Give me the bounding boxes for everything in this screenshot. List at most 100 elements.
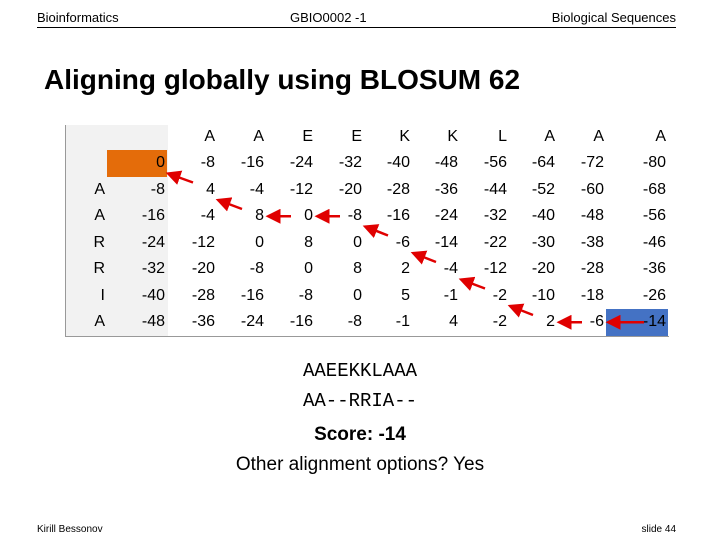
arrow xyxy=(362,224,389,239)
row-header: A xyxy=(94,313,105,330)
alignment-bottom: AA--RRIA-- xyxy=(302,390,418,412)
alignment-question: Other alignment options? Yes xyxy=(235,454,485,475)
matrix-cell: -14 xyxy=(434,233,458,251)
arrow xyxy=(458,276,486,291)
matrix-cell: -12 xyxy=(483,260,507,277)
column-header: A xyxy=(253,127,264,145)
traceback-arrows xyxy=(165,170,644,330)
row-header: R xyxy=(93,260,105,277)
matrix-cell: 8 xyxy=(304,233,313,251)
row-header: R xyxy=(93,233,105,251)
alignment-top: AAEEKKLAAA xyxy=(302,360,418,382)
matrix-cell: -56 xyxy=(642,207,666,224)
matrix-cell: -44 xyxy=(483,180,507,198)
matrix-cell: 0 xyxy=(304,260,313,277)
matrix-cell: -8 xyxy=(347,207,362,224)
matrix-cell: 4 xyxy=(449,313,458,330)
matrix-cell: -48 xyxy=(580,207,604,224)
matrix-cell: -24 xyxy=(434,207,458,224)
column-header: K xyxy=(399,127,410,145)
matrix-cell: -24 xyxy=(141,233,165,251)
matrix-cell: -16 xyxy=(141,207,165,224)
matrix-cell: 5 xyxy=(401,286,410,304)
header-right: Biological Sequences xyxy=(551,10,676,25)
matrix-cell: -38 xyxy=(580,233,604,251)
matrix-cell: -22 xyxy=(483,233,507,251)
matrix-cell: -18 xyxy=(580,286,604,304)
matrix-cell: -8 xyxy=(249,260,264,277)
matrix-cell: -6 xyxy=(589,313,604,330)
matrix-cell: -4 xyxy=(200,207,215,224)
matrix-cell: 0 xyxy=(353,286,362,304)
matrix-cell: -48 xyxy=(434,154,458,171)
matrix-cell: -24 xyxy=(240,313,264,330)
matrix-cell: 4 xyxy=(206,180,215,198)
matrix-cell: -8 xyxy=(150,180,165,198)
matrix-cell: -68 xyxy=(642,180,666,198)
matrix-cell: -1 xyxy=(395,313,410,330)
matrix-cell: -10 xyxy=(531,286,555,304)
matrix-cell: -28 xyxy=(580,260,604,277)
matrix-cell: -36 xyxy=(642,260,666,277)
matrix-cell: -24 xyxy=(289,154,313,171)
matrix-cell: -40 xyxy=(531,207,555,224)
row-header: I xyxy=(100,286,105,304)
matrix-cell: -20 xyxy=(531,260,555,277)
arrow xyxy=(215,197,243,212)
header-center: GBIO0002 -1 xyxy=(290,10,367,25)
matrix-cell: -28 xyxy=(386,180,410,198)
arrow xyxy=(507,303,534,318)
matrix-cell: 2 xyxy=(546,313,555,330)
matrix-cell: -36 xyxy=(434,180,458,198)
column-header: E xyxy=(302,127,313,145)
matrix-cell: -32 xyxy=(483,207,507,224)
header-left: Bioinformatics xyxy=(37,10,119,25)
matrix-cell: -20 xyxy=(338,180,362,198)
matrix-cell: -8 xyxy=(200,154,215,171)
matrix-cell: -40 xyxy=(141,286,165,304)
matrix-cell: -1 xyxy=(443,286,458,304)
matrix-cell: -32 xyxy=(141,260,165,277)
column-header: A xyxy=(544,127,555,145)
matrix-cell: 0 xyxy=(107,150,167,177)
matrix-cell: -16 xyxy=(386,207,410,224)
arrow xyxy=(165,170,194,185)
matrix-cell: 8 xyxy=(255,207,264,224)
matrix-cell: -16 xyxy=(240,154,264,171)
column-header: A xyxy=(593,127,604,145)
column-header: A xyxy=(204,127,215,145)
matrix-cell: -72 xyxy=(580,154,604,171)
alignment-score: Score: -14 xyxy=(314,424,406,445)
footer-author: Kirill Bessonov xyxy=(37,524,103,535)
matrix-cell: -64 xyxy=(531,154,555,171)
column-header: L xyxy=(498,127,507,145)
matrix-cell: -30 xyxy=(531,233,555,251)
matrix-cell: -60 xyxy=(580,180,604,198)
matrix-cell: -16 xyxy=(289,313,313,330)
matrix-cell: -8 xyxy=(347,313,362,330)
matrix-cell: -4 xyxy=(249,180,264,198)
matrix-cell: 0 xyxy=(353,233,362,251)
matrix-cell: -4 xyxy=(443,260,458,277)
matrix-cell: -80 xyxy=(642,154,666,171)
matrix-cell: -2 xyxy=(492,286,507,304)
matrix-cell: -6 xyxy=(395,233,410,251)
matrix-cell: 8 xyxy=(353,260,362,277)
matrix-cell: -40 xyxy=(386,154,410,171)
matrix-cell: -48 xyxy=(141,313,165,330)
matrix-cell: -52 xyxy=(531,180,555,198)
matrix-cell: -8 xyxy=(298,286,313,304)
matrix-cell: 0 xyxy=(255,233,264,251)
matrix-cell: -26 xyxy=(642,286,666,304)
matrix-cell: -12 xyxy=(289,180,313,198)
matrix-cell: -32 xyxy=(338,154,362,171)
matrix-cell: -20 xyxy=(191,260,215,277)
matrix-cell: 2 xyxy=(401,260,410,277)
matrix-cell: -46 xyxy=(642,233,666,251)
arrow xyxy=(410,250,437,265)
column-header: A xyxy=(655,127,666,145)
row-header: A xyxy=(94,180,105,198)
slide-title: Aligning globally using BLOSUM 62 xyxy=(44,64,521,95)
matrix-cell: -56 xyxy=(483,154,507,171)
